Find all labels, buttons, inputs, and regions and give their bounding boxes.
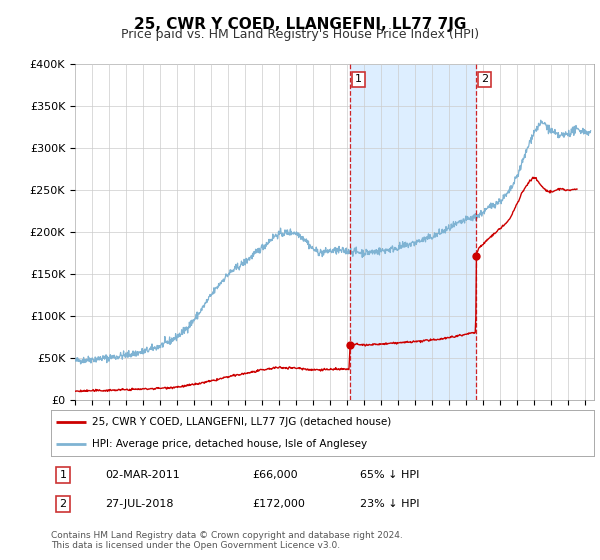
Text: £172,000: £172,000	[252, 499, 305, 509]
Text: 2: 2	[481, 74, 488, 85]
Bar	[350, 64, 476, 400]
Text: 65% ↓ HPI: 65% ↓ HPI	[360, 470, 419, 480]
Text: 02-MAR-2011: 02-MAR-2011	[105, 470, 180, 480]
Text: HPI: Average price, detached house, Isle of Anglesey: HPI: Average price, detached house, Isle…	[92, 440, 367, 450]
Text: 23% ↓ HPI: 23% ↓ HPI	[360, 499, 419, 509]
Text: 25, CWR Y COED, LLANGEFNI, LL77 7JG (detached house): 25, CWR Y COED, LLANGEFNI, LL77 7JG (det…	[92, 417, 391, 427]
Text: 1: 1	[59, 470, 67, 480]
Text: Price paid vs. HM Land Registry's House Price Index (HPI): Price paid vs. HM Land Registry's House …	[121, 28, 479, 41]
Text: Contains HM Land Registry data © Crown copyright and database right 2024.
This d: Contains HM Land Registry data © Crown c…	[51, 531, 403, 550]
Text: £66,000: £66,000	[252, 470, 298, 480]
Text: 1: 1	[355, 74, 362, 85]
Text: 2: 2	[59, 499, 67, 509]
Text: 27-JUL-2018: 27-JUL-2018	[105, 499, 173, 509]
Text: 25, CWR Y COED, LLANGEFNI, LL77 7JG: 25, CWR Y COED, LLANGEFNI, LL77 7JG	[134, 17, 466, 32]
